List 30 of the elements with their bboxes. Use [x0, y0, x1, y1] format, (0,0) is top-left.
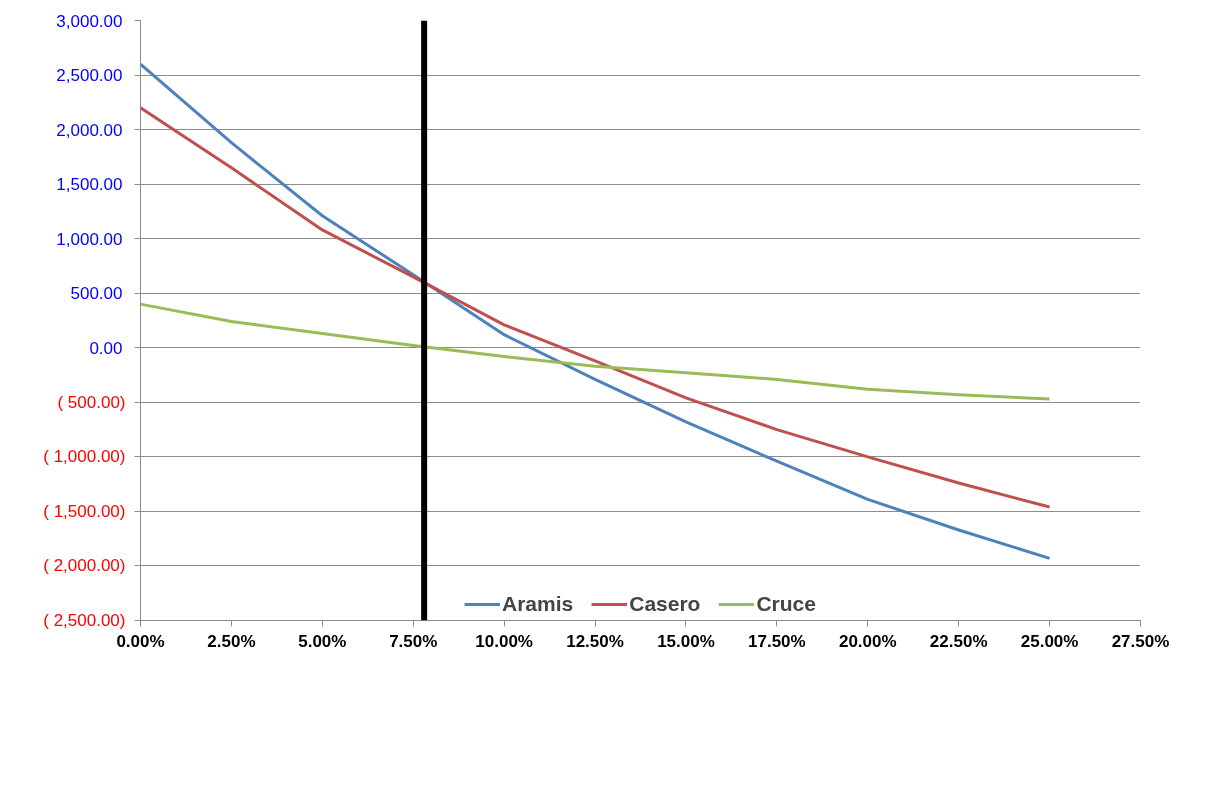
- y-tick-label: ( 2,000.00): [43, 556, 126, 576]
- line-series: [140, 62, 1052, 560]
- x-tick-label: 27.50%: [1111, 631, 1170, 651]
- y-tick-label: 500.00: [70, 284, 123, 304]
- legend-label: Aramis: [502, 592, 574, 616]
- line-series: [140, 106, 1052, 509]
- y-tick-label: ( 500.00): [57, 392, 126, 412]
- legend-label: Cruce: [756, 592, 816, 616]
- x-tick-label: 7.50%: [389, 631, 438, 651]
- y-tick-label: 3,000.00: [56, 11, 123, 31]
- x-tick-label: 12.50%: [566, 631, 624, 651]
- y-tick-label: ( 2,500.00): [43, 611, 126, 630]
- x-tick-label: 17.50%: [748, 631, 806, 651]
- x-tick-label: 15.00%: [657, 631, 715, 651]
- y-tick-label: ( 1,500.00): [43, 501, 126, 521]
- y-tick-label: 0.00: [89, 338, 123, 358]
- y-tick-label: 1,000.00: [56, 229, 123, 249]
- line-series: [140, 302, 1052, 401]
- y-tick-label: 2,500.00: [56, 66, 123, 86]
- y-tick-label: 1,500.00: [56, 175, 123, 195]
- x-tick-label: 22.50%: [929, 631, 988, 651]
- x-tick-label: 10.00%: [475, 631, 533, 651]
- x-tick-label: 2.50%: [207, 631, 256, 651]
- x-tick-label: 25.00%: [1020, 631, 1079, 651]
- legend-label: Casero: [629, 592, 701, 616]
- x-tick-label: 5.00%: [298, 631, 347, 651]
- y-tick-label: 2,000.00: [56, 120, 123, 140]
- y-tick-label: ( 1,000.00): [43, 447, 126, 467]
- x-tick-label: 0.00%: [116, 631, 165, 651]
- x-tick-label: 20.00%: [838, 631, 897, 651]
